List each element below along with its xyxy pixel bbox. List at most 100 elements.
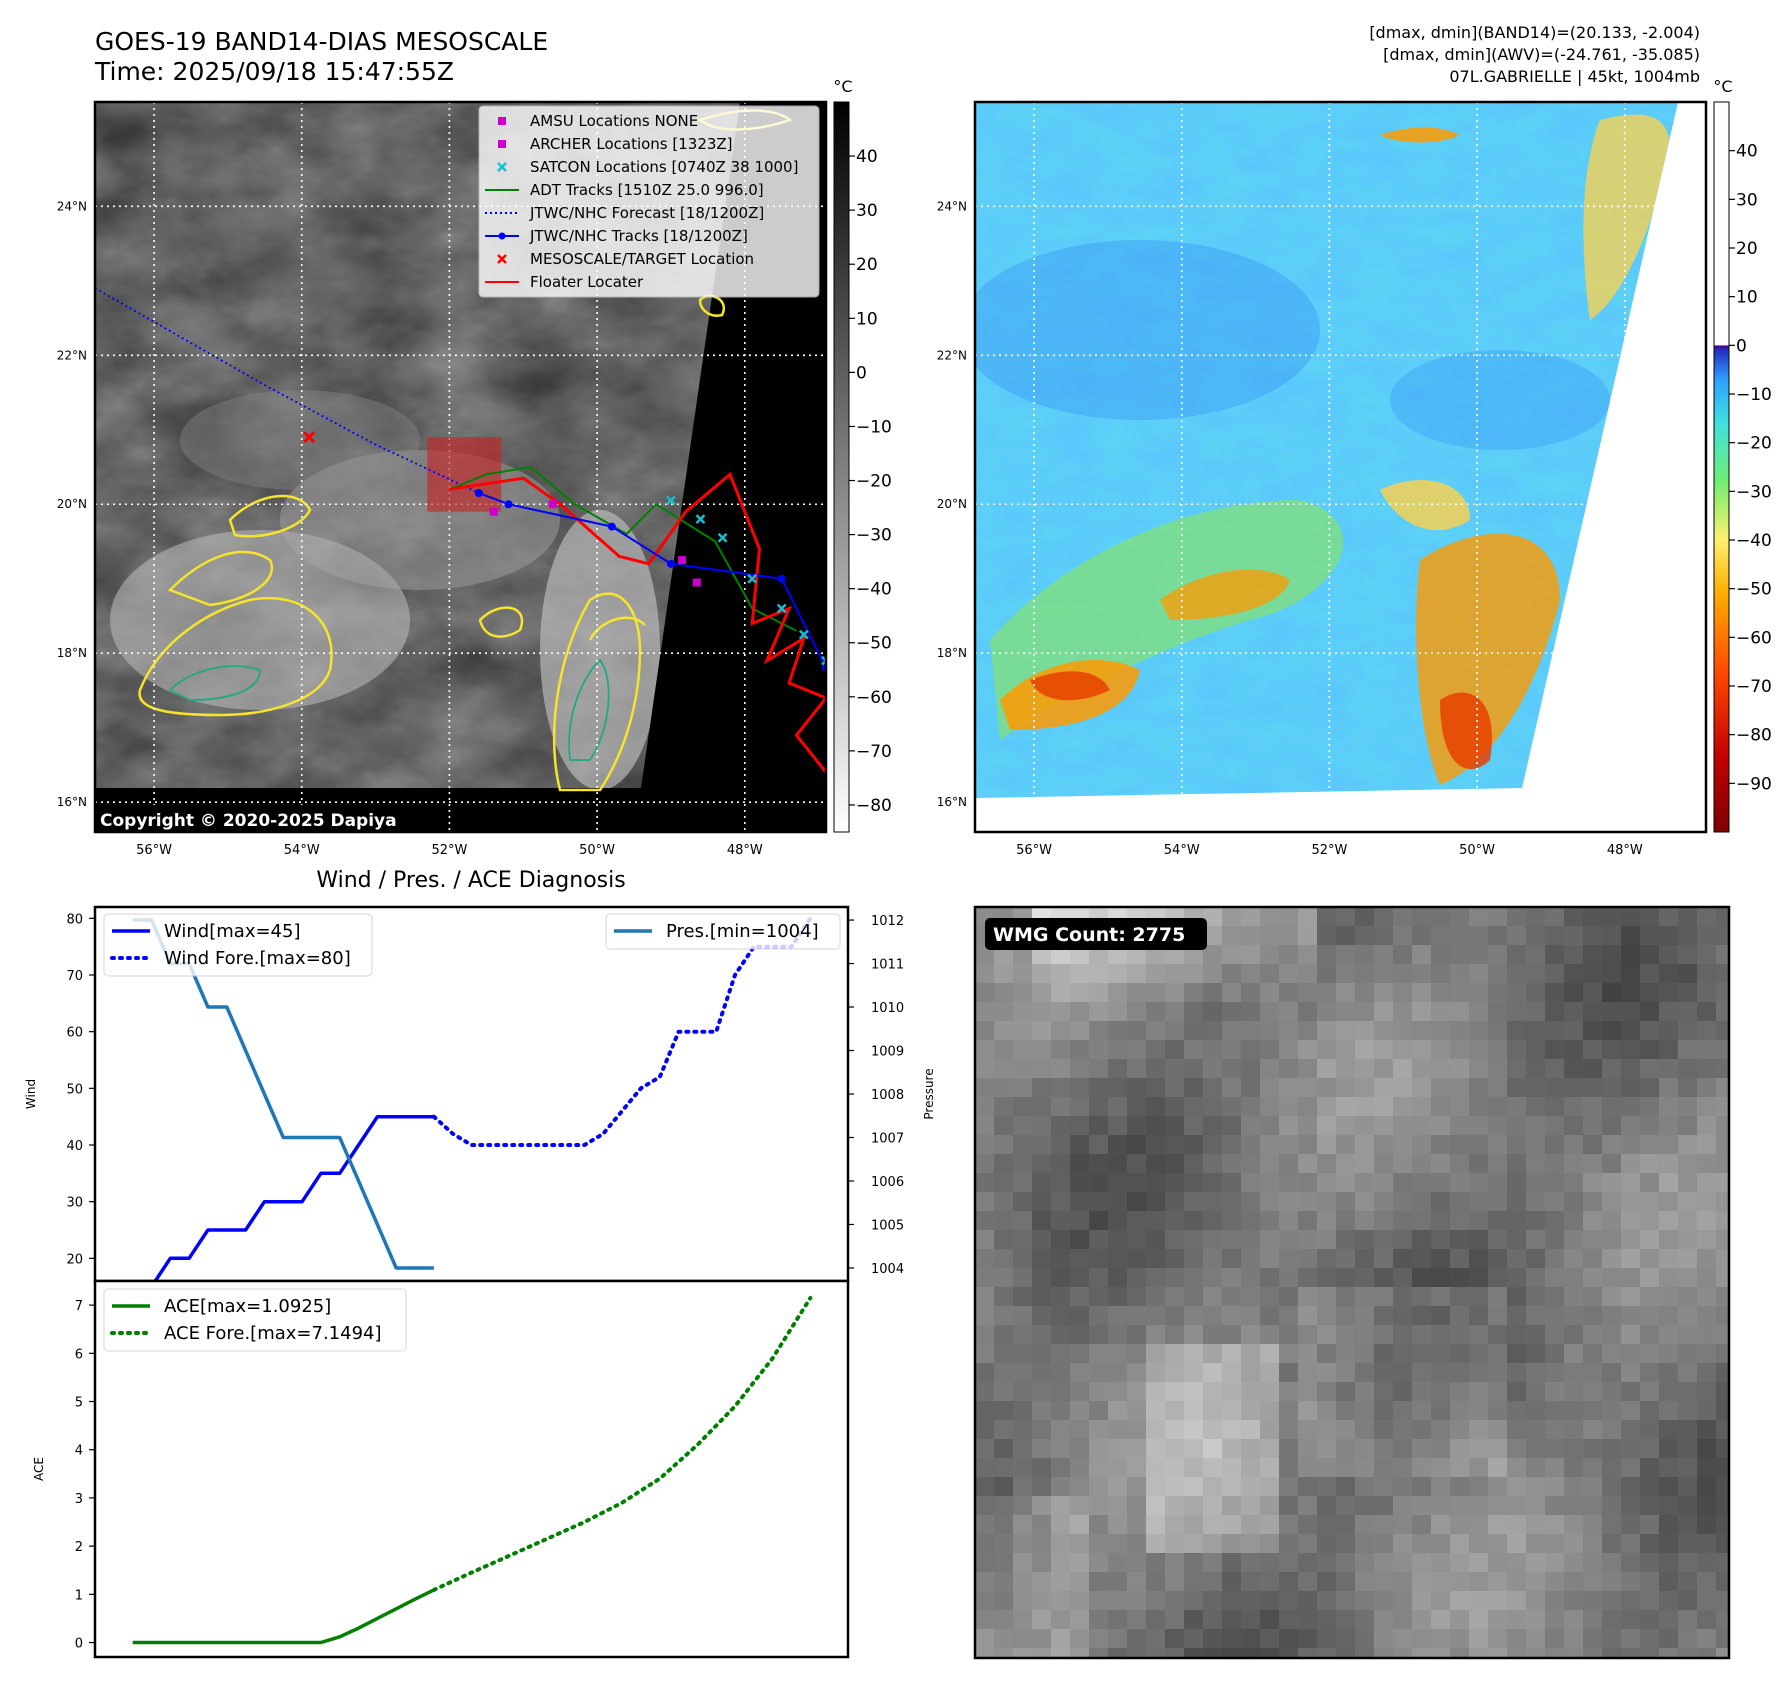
wmg-pixel xyxy=(1032,1534,1052,1554)
wmg-pixel xyxy=(1374,1097,1394,1117)
wmg-pixel xyxy=(1203,1553,1223,1573)
wmg-pixel xyxy=(1336,1116,1356,1136)
wmg-pixel xyxy=(1621,983,1641,1003)
wmg-pixel xyxy=(1602,1363,1622,1383)
wmg-pixel xyxy=(1659,1192,1679,1212)
wmg-pixel xyxy=(1298,1154,1318,1174)
wmg-pixel xyxy=(1127,1211,1147,1231)
wmg-pixel xyxy=(1697,1097,1717,1117)
wmg-pixel xyxy=(1393,926,1413,946)
wmg-pixel xyxy=(1583,1116,1603,1136)
colorbar-tick-label: −80 xyxy=(1736,726,1772,746)
y2-tick-label: 1012 xyxy=(871,914,904,929)
wmg-pixel xyxy=(1070,1154,1090,1174)
wmg-pixel xyxy=(1488,1040,1508,1060)
wmg-pixel xyxy=(1222,1553,1242,1573)
wmg-pixel xyxy=(1279,1515,1299,1535)
nhc-track-point xyxy=(607,522,616,531)
wmg-pixel xyxy=(1165,1002,1185,1022)
wmg-pixel xyxy=(1108,1325,1128,1345)
wmg-pixel xyxy=(1336,1363,1356,1383)
wmg-pixel xyxy=(1621,1363,1641,1383)
wmg-pixel xyxy=(1032,1059,1052,1079)
wmg-pixel xyxy=(1716,1363,1729,1383)
y-tick-label: 30 xyxy=(66,1196,83,1211)
wmg-pixel xyxy=(1127,1173,1147,1193)
wmg-pixel xyxy=(1564,1135,1584,1155)
wmg-pixel xyxy=(1298,1192,1318,1212)
wmg-pixel xyxy=(1488,1059,1508,1079)
wmg-pixel xyxy=(1127,1230,1147,1250)
wmg-pixel xyxy=(1336,1154,1356,1174)
y-tick-label: 0 xyxy=(75,1637,83,1652)
wmg-pixel xyxy=(1659,1287,1679,1307)
wmg-pixel xyxy=(1621,1021,1641,1041)
wmg-pixel xyxy=(1621,1249,1641,1269)
wmg-pixel xyxy=(1070,1458,1090,1478)
wmg-pixel xyxy=(1678,1572,1698,1592)
wmg-pixel xyxy=(1013,1401,1033,1421)
wmg-pixel xyxy=(1222,1572,1242,1592)
wmg-pixel xyxy=(1203,1572,1223,1592)
wmg-pixel xyxy=(1583,1002,1603,1022)
wmg-pixel xyxy=(1374,1401,1394,1421)
wmg-pixel xyxy=(1317,1002,1337,1022)
wmg-pixel xyxy=(1507,1458,1527,1478)
storm-tracks xyxy=(95,287,826,774)
wmg-pixel xyxy=(1621,1116,1641,1136)
wmg-pixel xyxy=(1488,1610,1508,1630)
wmg-pixel xyxy=(1469,1363,1489,1383)
colorbar-tick-label: −10 xyxy=(856,417,892,437)
wmg-pixel xyxy=(1184,1382,1204,1402)
wmg-pixel xyxy=(1032,1192,1052,1212)
wmg-pixel xyxy=(1336,926,1356,946)
wmg-pixel xyxy=(994,1344,1014,1364)
wmg-pixel xyxy=(1526,1515,1546,1535)
wmg-pixel xyxy=(1317,1287,1337,1307)
wmg-pixel xyxy=(1070,1021,1090,1041)
wmg-pixel xyxy=(1070,1230,1090,1250)
wmg-pixel xyxy=(1469,1325,1489,1345)
wmg-pixel xyxy=(1298,1363,1318,1383)
wmg-pixel xyxy=(994,1192,1014,1212)
wmg-pixel xyxy=(1127,983,1147,1003)
lat-tick-label: 20°N xyxy=(937,497,967,511)
wmg-pixel xyxy=(1678,1192,1698,1212)
wmg-pixel xyxy=(1488,1439,1508,1459)
wmg-pixel xyxy=(1241,1002,1261,1022)
wmg-pixel xyxy=(1621,1629,1641,1649)
wmg-pixel xyxy=(1678,945,1698,965)
wmg-pixel xyxy=(1298,1135,1318,1155)
wmg-pixel xyxy=(1659,1420,1679,1440)
wmg-pixel xyxy=(1241,1648,1261,1658)
wmg-pixel xyxy=(1697,1116,1717,1136)
wmg-pixel xyxy=(1108,1211,1128,1231)
wmg-pixel xyxy=(1165,1382,1185,1402)
wmg-pixel xyxy=(1412,1287,1432,1307)
wmg-pixel xyxy=(1336,1420,1356,1440)
wmg-pixel xyxy=(1659,926,1679,946)
wmg-pixel xyxy=(1545,1097,1565,1117)
wmg-pixel xyxy=(1526,1477,1546,1497)
wmg-pixel xyxy=(1146,1610,1166,1630)
wmg-pixel xyxy=(1089,1496,1109,1516)
wmg-pixel xyxy=(994,964,1014,984)
wmg-pixel xyxy=(1260,907,1280,927)
colorbar-tick-label: −30 xyxy=(856,526,892,546)
wmg-pixel xyxy=(1013,1211,1033,1231)
wmg-pixel xyxy=(1051,1211,1071,1231)
wmg-pixel xyxy=(1260,1401,1280,1421)
wmg-pixel xyxy=(1241,983,1261,1003)
lat-tick-label: 24°N xyxy=(57,199,87,213)
wmg-pixel xyxy=(1545,1439,1565,1459)
wmg-pixel xyxy=(1127,1534,1147,1554)
wmg-pixel xyxy=(1526,1344,1546,1364)
colorbar-tick-label: −80 xyxy=(856,796,892,816)
wmg-pixel xyxy=(1184,1477,1204,1497)
lon-tick-label: 52°W xyxy=(431,843,467,858)
wmg-pixel xyxy=(1488,1325,1508,1345)
wmg-pixel xyxy=(1260,1344,1280,1364)
wmg-pixel xyxy=(1545,1458,1565,1478)
wmg-pixel xyxy=(994,1135,1014,1155)
wmg-pixel xyxy=(1716,1059,1729,1079)
